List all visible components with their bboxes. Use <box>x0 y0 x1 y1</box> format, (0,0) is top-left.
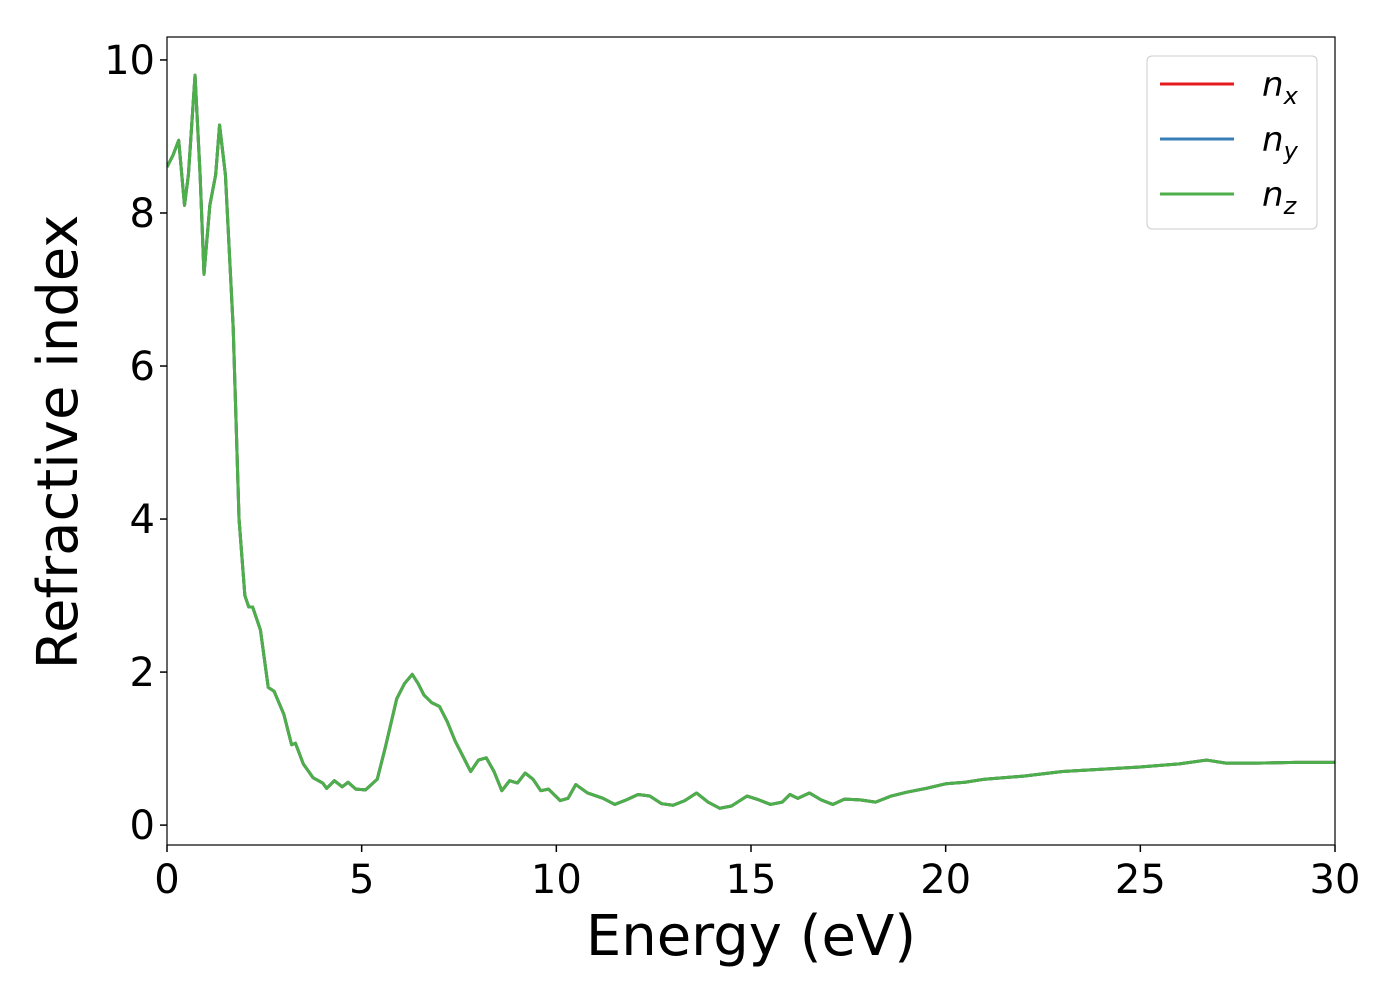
x-tick-label: 25 <box>1115 857 1166 903</box>
x-tick-label: 20 <box>920 857 971 903</box>
legend-label: nz <box>1262 175 1298 220</box>
x-tick-label: 15 <box>726 857 777 903</box>
x-tick-label: 0 <box>154 857 179 903</box>
series-line <box>167 73 1335 810</box>
x-tick-label: 5 <box>349 857 374 903</box>
plot-frame <box>166 36 1336 846</box>
y-tick-label: 10 <box>104 38 155 84</box>
y-tick-label: 8 <box>130 191 155 237</box>
y-tick-label: 6 <box>130 344 155 390</box>
y-tick-label: 4 <box>130 497 155 543</box>
x-tick-label: 10 <box>531 857 582 903</box>
legend-label: nx <box>1262 65 1299 110</box>
legend-box <box>1146 55 1318 230</box>
x-axis-label: Energy (eV) <box>586 904 916 969</box>
x-tick-label: 30 <box>1310 857 1361 903</box>
y-axis-label: Refractive index <box>26 215 91 670</box>
legend-label: ny <box>1262 120 1299 165</box>
y-tick-label: 0 <box>130 803 155 849</box>
y-tick-label: 2 <box>130 650 155 696</box>
